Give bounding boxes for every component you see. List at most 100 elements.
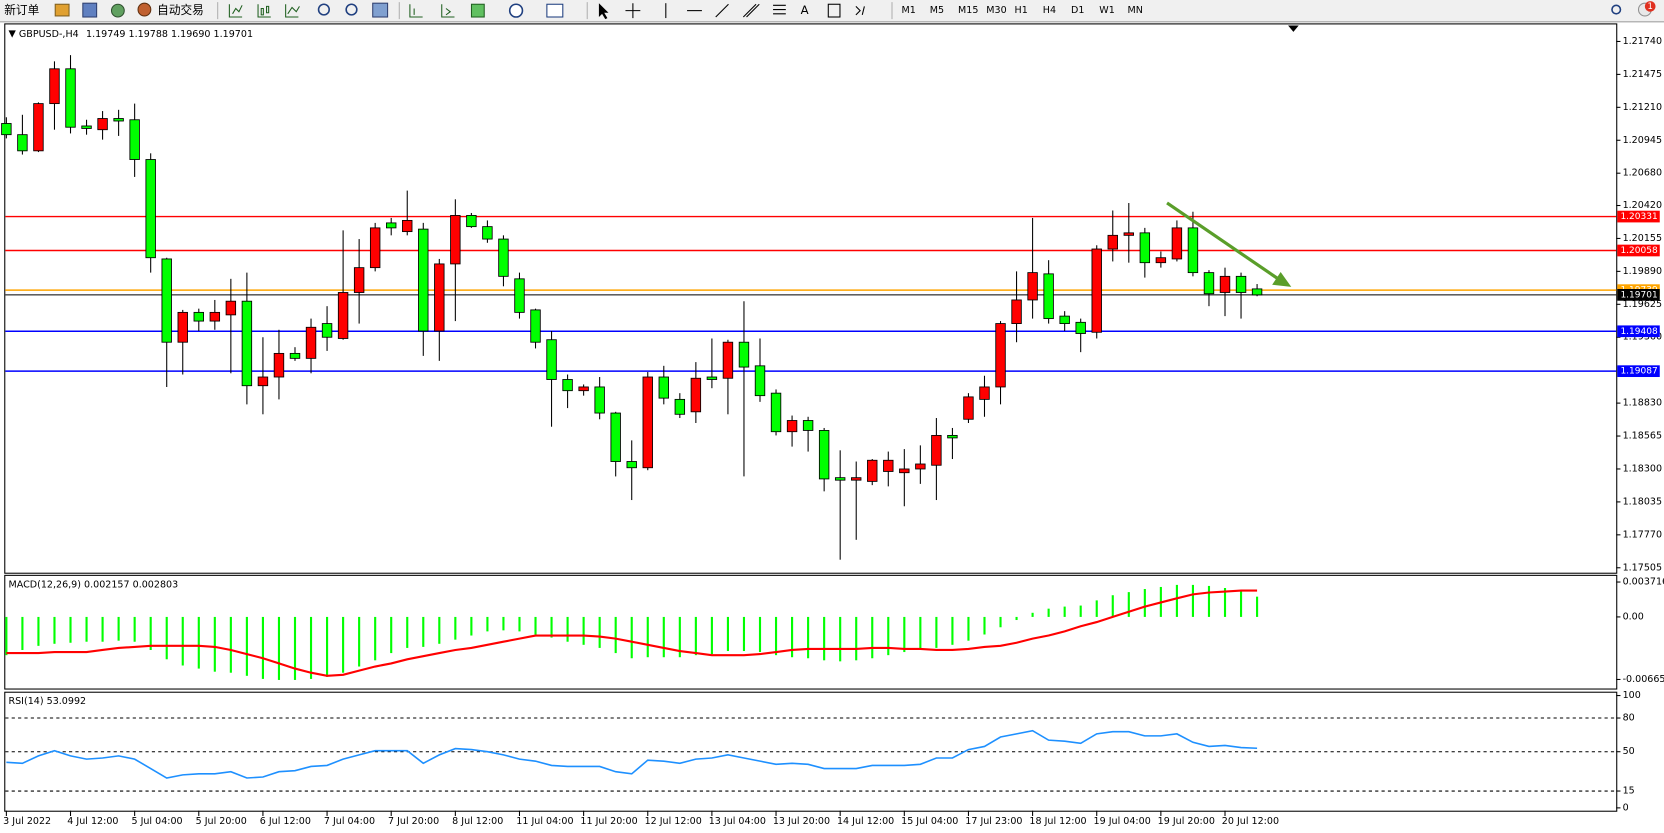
- y-tick-label: 1.20945: [1623, 135, 1662, 146]
- shift-button[interactable]: [441, 4, 455, 18]
- x-tick-label: 8 Jul 12:00: [452, 816, 503, 827]
- bar-chart-button[interactable]: [228, 4, 243, 18]
- candle-body: [337, 292, 349, 339]
- periods-button[interactable]: [508, 3, 524, 18]
- candle-body: [225, 300, 237, 316]
- crosshair-button[interactable]: [625, 3, 641, 19]
- x-tick-label: 5 Jul 20:00: [196, 816, 247, 827]
- icon[interactable]: [54, 3, 70, 17]
- header-close: 1.19701: [214, 28, 253, 39]
- zoom-out-button[interactable]: [345, 3, 358, 16]
- candle-body: [466, 215, 477, 228]
- candle-chart-button[interactable]: [257, 4, 271, 18]
- search-button[interactable]: [1611, 4, 1622, 15]
- candle-body: [706, 376, 718, 380]
- timeframe-button[interactable]: H1: [1015, 5, 1028, 16]
- candle-body: [273, 352, 285, 378]
- header-open: 1.19749: [86, 28, 125, 39]
- candle-body: [642, 376, 653, 469]
- zoom-in-button[interactable]: [317, 3, 330, 16]
- candle-body: [818, 430, 830, 480]
- timeframe-button[interactable]: H4: [1043, 5, 1056, 16]
- templates-button[interactable]: [546, 3, 564, 18]
- y-tick-label: 1.17505: [1623, 562, 1662, 573]
- candle-body: [963, 396, 974, 420]
- tile-button[interactable]: [372, 2, 389, 18]
- candle-body: [883, 459, 894, 472]
- x-tick-label: 11 Jul 20:00: [580, 816, 637, 827]
- candle-body: [1059, 315, 1070, 324]
- timeframe-button[interactable]: M15: [958, 5, 978, 16]
- macd-header: MACD(12,26,9) 0.002157 0.002803: [8, 579, 178, 590]
- cursor-button[interactable]: [598, 3, 609, 20]
- candle-body: [867, 459, 878, 482]
- timeframe-button[interactable]: M1: [902, 5, 916, 16]
- price-level-tag: [1617, 210, 1660, 223]
- signal-value: 0.002803: [133, 579, 179, 590]
- timeframe-button[interactable]: W1: [1099, 5, 1115, 16]
- y-tick-label: 15: [1623, 786, 1635, 797]
- timeframe-button[interactable]: MN: [1128, 5, 1143, 16]
- y-tick-label: -0.006657: [1623, 674, 1664, 685]
- icon[interactable]: [110, 3, 125, 18]
- trendline-button[interactable]: [715, 3, 729, 18]
- y-tick-label: 0.003716: [1623, 577, 1664, 588]
- notification-badge: [1644, 1, 1656, 12]
- autoscroll-button[interactable]: [409, 4, 423, 18]
- y-tick-label: 50: [1623, 746, 1635, 757]
- channel-button[interactable]: [742, 3, 760, 18]
- header-high: 1.19788: [129, 28, 168, 39]
- candle-body: [674, 398, 686, 415]
- x-tick-label: 6 Jul 12:00: [260, 816, 311, 827]
- icon[interactable]: [82, 2, 98, 18]
- x-tick-label: 20 Jul 12:00: [1222, 816, 1279, 827]
- auto-trading-button[interactable]: 自动交易: [157, 3, 204, 17]
- macd-title: MACD(12,26,9): [8, 579, 80, 590]
- x-tick-label: 19 Jul 04:00: [1094, 816, 1151, 827]
- candle-body: [177, 311, 188, 343]
- candle-body: [386, 222, 397, 229]
- chart-shift-marker: [1288, 25, 1299, 32]
- candle-body: [931, 434, 942, 466]
- candle-body: [1027, 272, 1038, 301]
- candle-body: [754, 365, 766, 397]
- auto-trading-icon[interactable]: [137, 2, 152, 17]
- candle-body: [1123, 232, 1135, 236]
- text-button[interactable]: A: [801, 3, 809, 17]
- y-tick-label: 1.20420: [1623, 200, 1662, 211]
- y-tick-label: 1.18565: [1623, 431, 1662, 442]
- candle-body: [49, 68, 60, 105]
- y-tick-label: 80: [1623, 713, 1635, 724]
- candle-body: [562, 379, 573, 392]
- timeframe-button[interactable]: D1: [1071, 5, 1084, 16]
- trend-arrow-head: [1272, 272, 1292, 287]
- y-tick-label: 1.17770: [1623, 529, 1662, 540]
- candle-body: [193, 311, 204, 322]
- x-tick-label: 3 Jul 2022: [3, 816, 51, 827]
- arrows-button[interactable]: [855, 5, 865, 16]
- label-button[interactable]: [827, 3, 841, 18]
- line-chart-button[interactable]: [285, 4, 300, 18]
- candle-body: [145, 159, 156, 259]
- timeframe-button[interactable]: M30: [986, 5, 1006, 16]
- candle-body: [947, 434, 958, 439]
- candle-body: [1091, 248, 1102, 333]
- price-level-tag: [1617, 365, 1660, 378]
- candle-body: [81, 125, 92, 129]
- timeframe-button[interactable]: M5: [930, 5, 944, 16]
- indicators-button[interactable]: [470, 3, 485, 18]
- new-order-button[interactable]: 新订单: [4, 3, 39, 17]
- rsi-line: [6, 729, 1258, 779]
- candle-body: [353, 267, 365, 293]
- x-tick-label: 18 Jul 12:00: [1029, 816, 1086, 827]
- candle-body: [626, 461, 637, 469]
- candle-body: [1251, 288, 1263, 296]
- candle-body: [578, 386, 589, 392]
- y-tick-label: 100: [1623, 690, 1641, 701]
- fibonacci-button[interactable]: [773, 4, 786, 15]
- candle-body: [786, 420, 798, 433]
- candle-body: [161, 258, 172, 343]
- candle-body: [241, 300, 253, 387]
- candle-body: [514, 278, 525, 313]
